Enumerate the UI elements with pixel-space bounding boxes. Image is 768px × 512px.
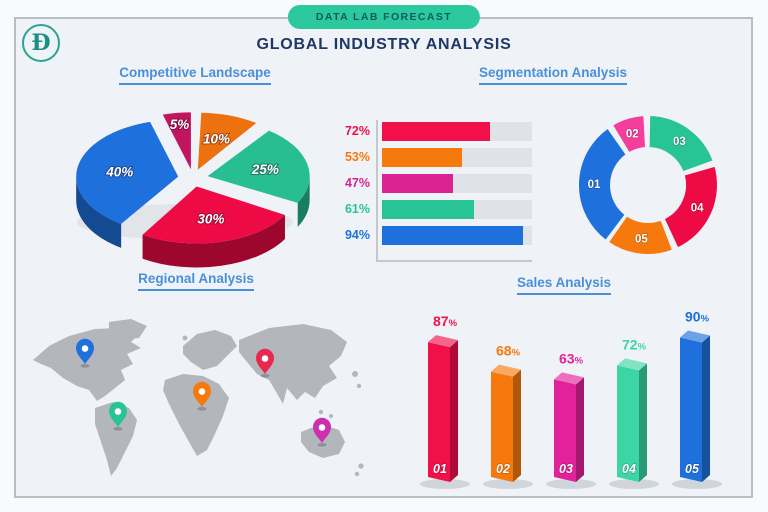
svg-text:04: 04 [691, 202, 704, 214]
island [329, 414, 333, 418]
bar-fill [382, 200, 474, 219]
continent-europe [183, 330, 237, 370]
svg-text:01: 01 [588, 179, 601, 191]
bar-track [382, 200, 532, 219]
svg-text:05: 05 [685, 462, 700, 476]
svg-text:03: 03 [559, 462, 573, 476]
svg-text:02: 02 [626, 128, 639, 140]
pin-south-america [109, 401, 127, 431]
sales-analysis-link[interactable]: Sales Analysis [516, 275, 612, 295]
bar-value-label: 94% [344, 228, 370, 242]
island [352, 371, 358, 377]
bar-track [382, 148, 532, 167]
island [318, 409, 324, 415]
svg-text:40%: 40% [105, 164, 133, 179]
continent-greenland [109, 319, 147, 340]
bar-value-label: 72% [344, 124, 370, 138]
bar-value-labels: 72% 53% 47% 61% 94% [336, 120, 376, 262]
heading-regional-analysis: Regional Analysis [76, 270, 316, 291]
svg-text:01: 01 [433, 462, 447, 476]
pin-asia [256, 348, 274, 378]
svg-text:63%: 63% [559, 350, 584, 366]
logo: Đ [22, 24, 60, 62]
competitive-pie-chart: 5% 10% 25% 40% 30% [76, 112, 310, 268]
island [182, 335, 188, 341]
bar-track [382, 122, 532, 141]
bar-fill [382, 226, 523, 245]
island [358, 463, 364, 469]
svg-text:05: 05 [635, 234, 648, 246]
competitive-landscape-link[interactable]: Competitive Landscape [119, 65, 271, 85]
sales-column-chart: 87% 01 68% 02 63% 03 72% 04 90% 05 [420, 309, 722, 489]
page-title: GLOBAL INDUSTRY ANALYSIS [256, 36, 512, 53]
segmentation-analysis-link[interactable]: Segmentation Analysis [478, 65, 628, 85]
svg-text:30%: 30% [197, 212, 224, 227]
bar-tracks [376, 120, 532, 262]
svg-text:90%: 90% [685, 309, 710, 325]
heading-segmentation-analysis: Segmentation Analysis [433, 64, 673, 85]
segmentation-donut-chart: 01 02 03 04 05 [577, 113, 719, 256]
svg-text:68%: 68% [496, 343, 521, 359]
continent-south-america [95, 402, 137, 476]
pin-australia [313, 417, 331, 447]
svg-text:5%: 5% [170, 117, 190, 132]
world-map [33, 319, 364, 477]
svg-text:02: 02 [496, 462, 510, 476]
bar-value-label: 61% [344, 202, 370, 216]
svg-text:04: 04 [622, 462, 636, 476]
island [356, 383, 362, 389]
bar-value-label: 47% [344, 176, 370, 190]
heading-competitive-landscape: Competitive Landscape [75, 64, 315, 85]
pin-north-america [76, 338, 94, 368]
bar-track [382, 174, 532, 193]
bar-fill [382, 122, 490, 141]
bar-track [382, 226, 532, 245]
svg-text:87%: 87% [433, 313, 458, 329]
svg-text:10%: 10% [203, 131, 230, 146]
continent-africa [163, 374, 229, 456]
logo-letter: Đ [31, 30, 51, 56]
svg-text:03: 03 [673, 136, 686, 148]
bar-value-label: 53% [344, 150, 370, 164]
regional-analysis-link[interactable]: Regional Analysis [138, 271, 254, 291]
svg-text:25%: 25% [251, 162, 279, 177]
forecast-badge: DATA LAB FORECAST [287, 5, 481, 29]
map-pins [76, 338, 331, 447]
bar-fill [382, 148, 462, 167]
segmentation-bar-chart: 72% 53% 47% 61% 94% [336, 120, 532, 262]
continent-asia [239, 324, 347, 404]
island [354, 471, 360, 477]
pin-africa [193, 381, 211, 411]
svg-text:72%: 72% [622, 336, 647, 352]
bar-fill [382, 174, 453, 193]
heading-sales-analysis: Sales Analysis [444, 274, 684, 295]
